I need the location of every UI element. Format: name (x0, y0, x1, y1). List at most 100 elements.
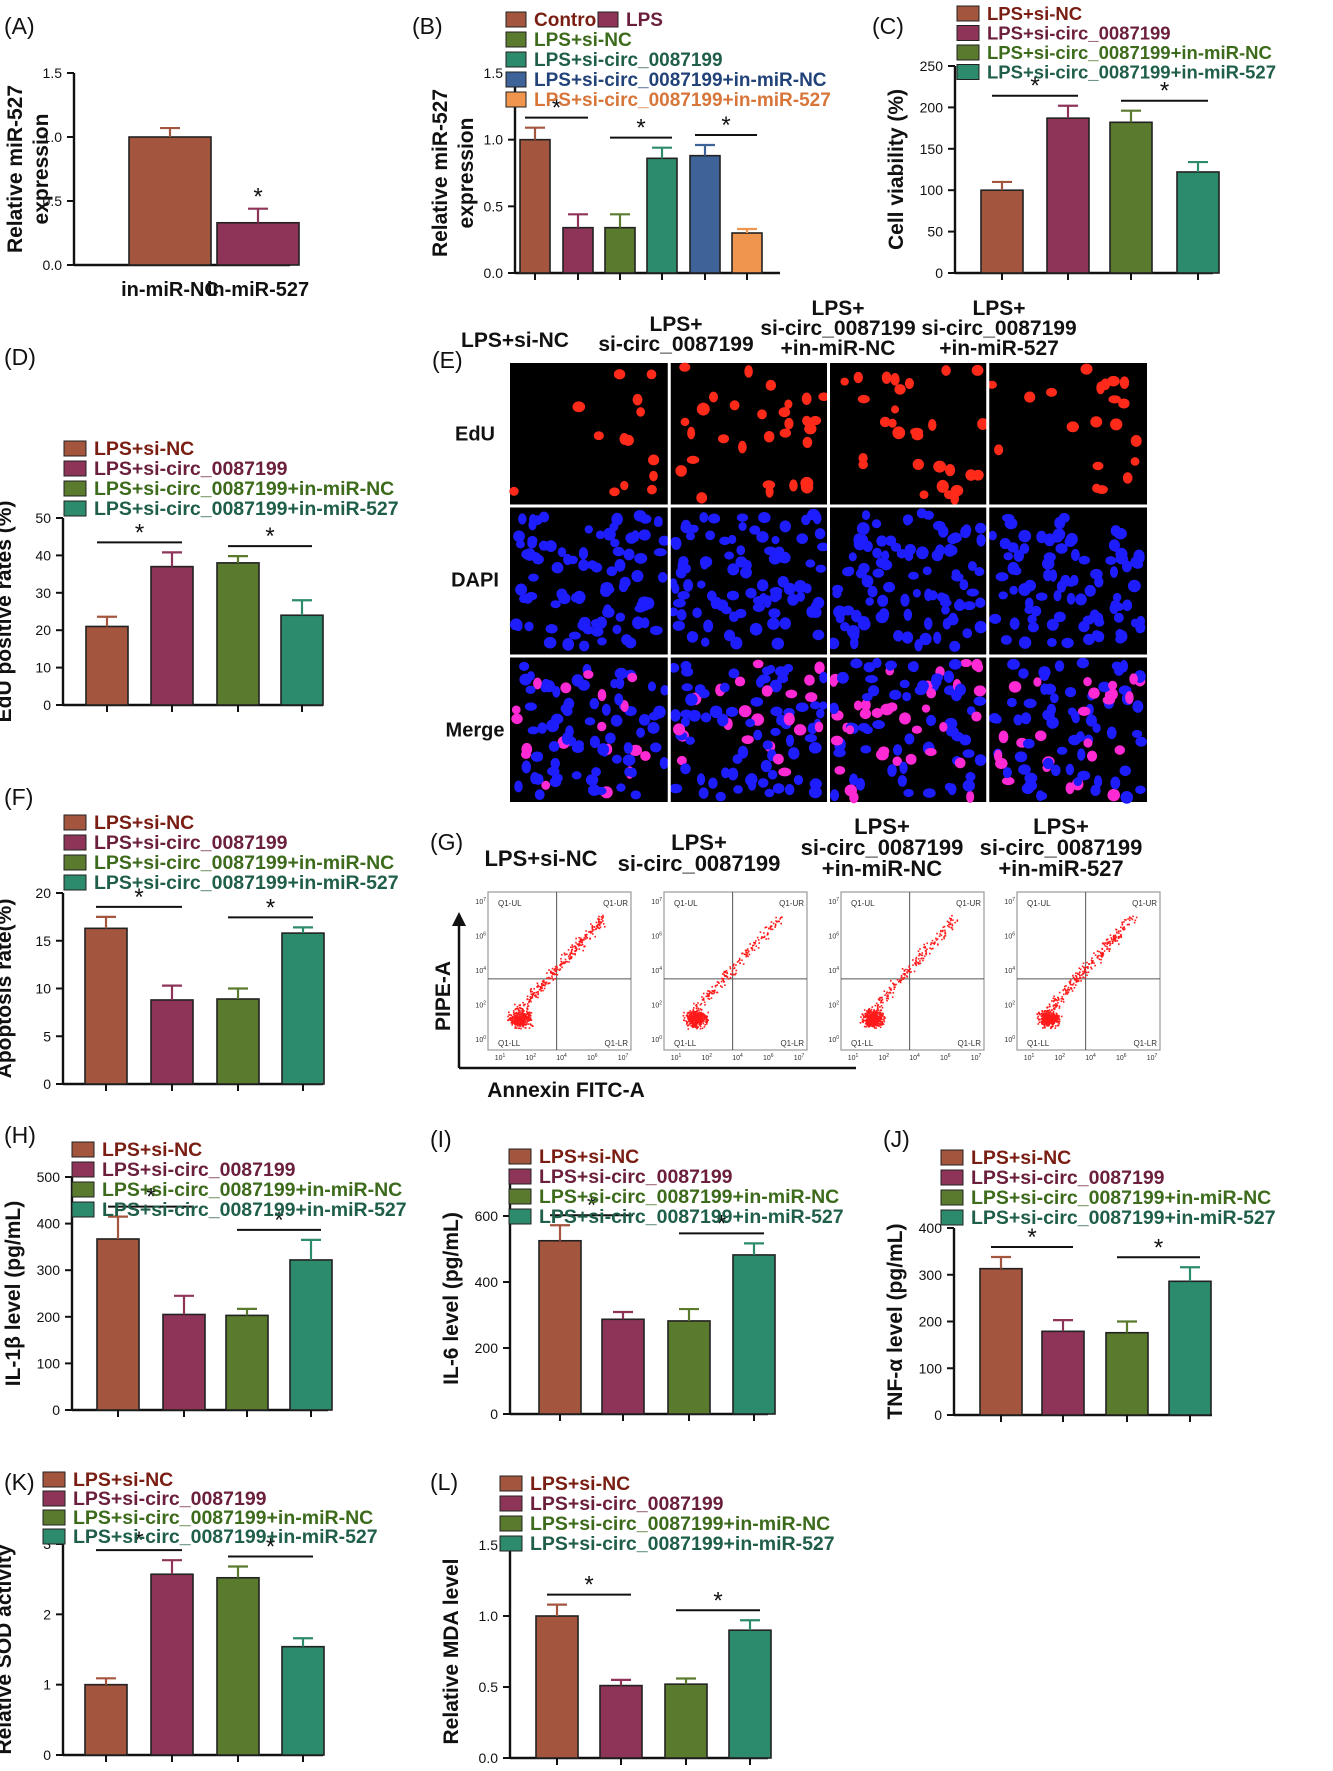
nucleus (845, 725, 855, 735)
panel-label: (B) (412, 13, 443, 39)
y-tick-exponent: 4 (836, 966, 839, 972)
nucleus (1104, 689, 1115, 702)
flow-dot (873, 1025, 876, 1028)
nucleus (631, 569, 644, 583)
nucleus (633, 509, 647, 522)
flow-dot (883, 990, 886, 993)
flow-dot (721, 986, 723, 988)
flow-dot (515, 1011, 518, 1014)
flow-dot (541, 982, 543, 985)
nucleus (784, 399, 793, 409)
flow-dot (878, 1025, 881, 1027)
legend-swatch (63, 834, 87, 851)
nucleus (770, 727, 781, 736)
flow-dot (889, 979, 892, 982)
x-tick-label: 102 (1054, 1053, 1065, 1062)
flow-dot (871, 1024, 873, 1026)
flow-dot (698, 1023, 701, 1026)
nucleus (1035, 730, 1047, 742)
nucleus (614, 667, 628, 680)
significance-star: * (274, 1207, 283, 1234)
nucleus (962, 628, 973, 639)
nucleus (840, 622, 850, 632)
flow-dot (692, 1023, 695, 1026)
nucleus (749, 622, 763, 636)
x-tick-label: 101 (671, 1053, 682, 1062)
legend-label: LPS+si-circ_0087199 (530, 1493, 724, 1515)
flow-dot (549, 971, 552, 974)
nucleus (764, 788, 775, 798)
flow-dot (951, 923, 953, 926)
flow-dot (913, 970, 916, 973)
flow-dot (871, 1006, 874, 1008)
nucleus (1036, 530, 1047, 544)
nucleus (659, 756, 669, 770)
nucleus (680, 709, 693, 719)
nucleus (640, 617, 650, 629)
y-tick-label: 106 (1004, 932, 1015, 941)
nucleus (727, 563, 740, 576)
nucleus (885, 661, 895, 671)
bar (1046, 117, 1090, 274)
flow-dot (701, 1027, 704, 1030)
flow-dot (522, 1001, 524, 1004)
y-tick-exponent: 4 (659, 966, 662, 972)
nucleus (876, 748, 889, 761)
nucleus (903, 515, 912, 526)
flow-dot (901, 967, 904, 970)
legend-label: LPS+si-circ_0087199+in-miR-NC (102, 1179, 402, 1201)
flow-dot (686, 1021, 688, 1023)
flow-dot (509, 1016, 512, 1019)
nucleus (806, 605, 818, 618)
flow-dot (1098, 954, 1100, 957)
flow-dot (1046, 1018, 1049, 1020)
nucleus (571, 771, 582, 780)
nucleus (561, 732, 572, 745)
legend-swatch (63, 854, 87, 871)
flow-dot (542, 989, 544, 992)
flow-dot (770, 928, 772, 931)
nucleus (767, 617, 780, 630)
bar (280, 614, 324, 706)
flow-dot (1086, 974, 1088, 977)
nucleus (1040, 683, 1049, 695)
flow-dot (865, 1018, 868, 1021)
flow-dot (695, 1007, 698, 1010)
flow-dot (517, 1018, 520, 1020)
flow-dot (1112, 938, 1115, 941)
flow-dot (1111, 942, 1114, 945)
flow-dot (1042, 1012, 1045, 1015)
bar (84, 927, 128, 1085)
nucleus (974, 620, 987, 634)
flow-dot (524, 1024, 526, 1026)
nucleus (1090, 416, 1103, 428)
nucleus (736, 545, 746, 556)
flow-dot (1079, 968, 1082, 971)
x-tick-exponent: 1 (679, 1053, 682, 1059)
flow-dot (570, 946, 572, 948)
flow-dot (879, 1024, 882, 1026)
nucleus (700, 712, 712, 723)
flow-dot (870, 1023, 872, 1026)
flow-dot (538, 988, 541, 991)
nucleus (653, 518, 663, 527)
flow-dot (709, 990, 711, 993)
column-header: LPS+ (854, 814, 910, 839)
quadrant-label: Q1-LL (498, 1039, 521, 1048)
panel-label: (J) (883, 1126, 910, 1152)
flow-dot (510, 1014, 513, 1017)
flow-dot (942, 926, 945, 929)
flow-dot (1050, 1020, 1052, 1022)
flow-dot (512, 1011, 515, 1014)
flow-dot (512, 1010, 515, 1012)
flow-dot (588, 931, 591, 933)
flow-dot (1051, 1015, 1054, 1018)
legend-label: LPS+si-circ_0087199+in-miR-NC (534, 70, 827, 91)
flow-dot (697, 1012, 700, 1015)
flow-dot (880, 1021, 882, 1024)
flow-dot (700, 1008, 703, 1011)
flow-dot (912, 964, 914, 966)
y-tick-exponent: 2 (1012, 1001, 1015, 1007)
flow-dot (905, 968, 907, 971)
